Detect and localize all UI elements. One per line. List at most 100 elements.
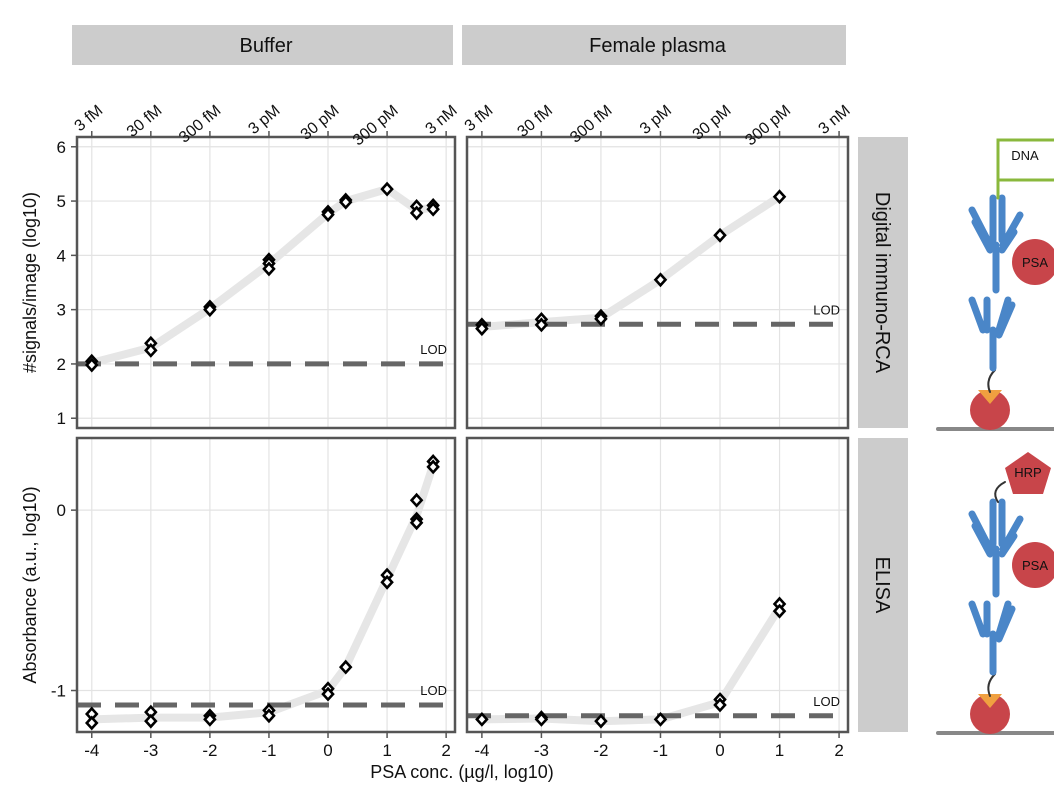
y-tick-label: -1 — [51, 682, 66, 701]
data-point — [409, 515, 424, 531]
lod-label: LOD — [420, 342, 447, 357]
panel-border — [75, 135, 457, 430]
data-point — [85, 357, 99, 373]
assay-diagram: PSA DNA PSA HRP — [936, 138, 1054, 735]
y-tick-label: 1 — [57, 409, 66, 428]
x-tick-label: 0 — [323, 741, 332, 760]
x-tick-label: -2 — [593, 741, 608, 760]
y-tick-label: 0 — [57, 501, 66, 520]
x-tick-label: 0 — [715, 741, 724, 760]
y-axis-title: Absorbance (a.u., log10) — [20, 486, 40, 683]
row-strip — [858, 438, 908, 732]
panel-border — [465, 436, 850, 734]
data-point — [144, 342, 158, 358]
data-point — [653, 272, 668, 288]
capture-antibody — [968, 296, 1016, 372]
top-tick-label: 30 fM — [514, 102, 556, 141]
data-point — [262, 261, 276, 277]
row-strip — [858, 137, 908, 428]
capture-bead — [970, 390, 1010, 430]
x-tick-label: -4 — [84, 741, 99, 760]
data-point — [713, 227, 727, 243]
data-point — [534, 711, 549, 727]
x-tick-label: 2 — [834, 741, 843, 760]
x-tick-label: 2 — [441, 741, 450, 760]
column-title: Buffer — [240, 35, 293, 57]
tag-label: DNA — [1011, 148, 1039, 163]
data-point — [594, 311, 608, 327]
top-tick-label: 3 nM — [423, 102, 461, 138]
data-point — [534, 317, 549, 333]
lod-label: LOD — [813, 302, 840, 317]
x-tick-label: -4 — [474, 741, 489, 760]
psa — [1012, 239, 1054, 285]
lod-label: LOD — [813, 694, 840, 709]
x-tick-label: -2 — [202, 741, 217, 760]
data-point — [426, 201, 440, 217]
data-point — [338, 194, 353, 210]
x-tick-label: 1 — [775, 741, 784, 760]
trend-line — [477, 192, 784, 331]
antigen-label: PSA — [1022, 558, 1048, 573]
tether — [987, 673, 996, 697]
top-tick-label: 30 fM — [124, 102, 166, 141]
panel-border — [75, 436, 457, 734]
data-point — [772, 189, 787, 205]
x-tick-label: 1 — [382, 741, 391, 760]
row-title: Digital immuno-RCA — [871, 192, 893, 374]
data-point — [338, 659, 353, 675]
y-tick-label: 4 — [57, 246, 66, 265]
lod-label: LOD — [420, 683, 447, 698]
panel: LOD — [75, 436, 457, 734]
antigen-label: PSA — [1022, 255, 1048, 270]
top-tick-label: 3 pM — [245, 102, 283, 138]
x-tick-label: -3 — [534, 741, 549, 760]
psa — [1012, 542, 1054, 588]
y-tick-label: 3 — [57, 301, 66, 320]
column-title: Female plasma — [589, 35, 727, 57]
data-point — [380, 181, 394, 197]
panel-background — [77, 137, 455, 428]
row-title: ELISA — [871, 557, 893, 614]
data-point — [594, 713, 608, 729]
data-point — [321, 686, 335, 702]
tether — [987, 369, 996, 393]
x-axis-title: PSA conc. (µg/l, log10) — [370, 762, 553, 782]
data-point — [475, 711, 489, 727]
column-strip — [72, 25, 453, 65]
panel-border — [465, 135, 850, 430]
y-tick-label: 6 — [57, 138, 66, 157]
y-tick-label: 2 — [57, 355, 66, 374]
top-tick-label: 3 nM — [815, 102, 853, 138]
top-tick-label: 3 fM — [462, 102, 497, 135]
top-tick-label: 3 pM — [637, 102, 675, 138]
data-point — [262, 708, 276, 724]
data-point — [380, 574, 394, 590]
panel: LOD — [465, 135, 850, 430]
panel: LOD — [465, 436, 850, 734]
y-tick-label: 5 — [57, 192, 66, 211]
linker — [978, 694, 1002, 708]
x-tick-label: -3 — [143, 741, 158, 760]
dna-tag — [996, 138, 1054, 200]
x-tick-label: -1 — [261, 741, 276, 760]
data-point — [203, 302, 217, 318]
data-point — [713, 697, 727, 713]
tag-label: HRP — [1014, 465, 1041, 480]
hrp-tag — [1005, 452, 1051, 494]
data-point — [653, 711, 668, 727]
data-point — [772, 603, 787, 619]
data-point — [85, 715, 99, 731]
y-axis-title: #signals/image (log10) — [20, 192, 40, 373]
data-point — [426, 459, 440, 475]
column-strip — [462, 25, 846, 65]
linker — [978, 390, 1002, 404]
data-point — [144, 713, 158, 729]
detection-antibody — [968, 498, 1024, 598]
data-point — [321, 207, 335, 223]
capture-antibody — [968, 600, 1016, 676]
data-point — [409, 492, 424, 508]
panel-background — [77, 438, 455, 732]
detection-antibody — [968, 194, 1024, 294]
